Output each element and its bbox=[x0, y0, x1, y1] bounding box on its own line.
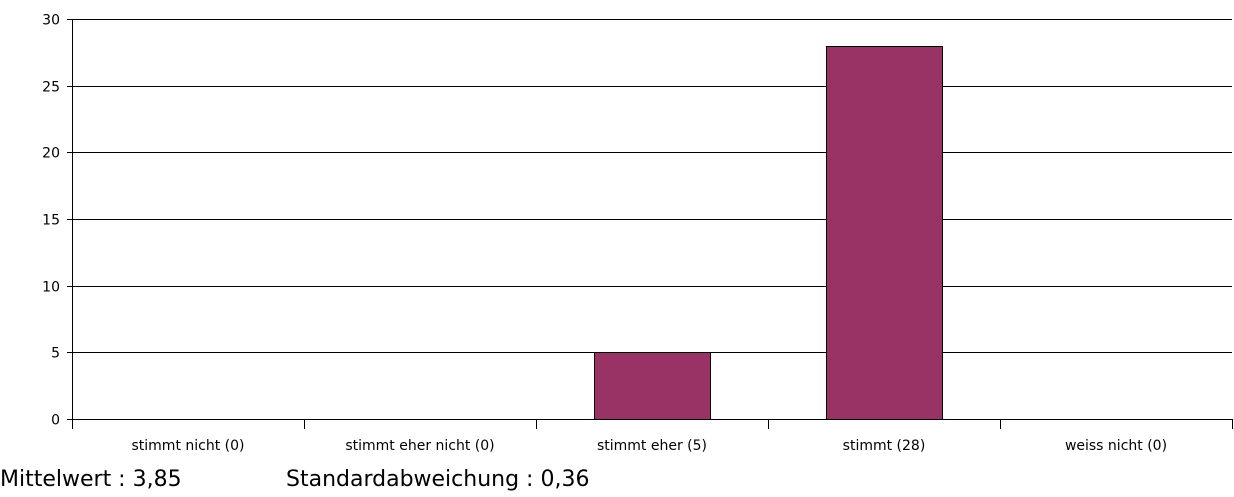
bar bbox=[826, 46, 943, 420]
y-tick-label: 0 bbox=[51, 413, 60, 429]
category-label: weiss nicht (0) bbox=[1065, 438, 1167, 454]
y-tick-label: 15 bbox=[42, 213, 60, 229]
y-tick-label: 30 bbox=[42, 13, 60, 29]
y-tick-label: 5 bbox=[51, 346, 60, 362]
bar-chart: 0 5 10 15 20 25 30 stimmt nicht (0) stimmt eher … bbox=[42, 13, 1233, 455]
bars bbox=[594, 46, 943, 420]
axes bbox=[67, 19, 1233, 429]
category-label: stimmt eher nicht (0) bbox=[345, 438, 494, 454]
category-label: stimmt (28) bbox=[843, 438, 926, 454]
standard-deviation-value: Standardabweichung : 0,36 bbox=[286, 467, 590, 492]
y-tick-label: 20 bbox=[42, 146, 60, 162]
grid-lines bbox=[72, 19, 1232, 353]
category-label: stimmt nicht (0) bbox=[132, 438, 245, 454]
mean-value: Mittelwert : 3,85 bbox=[0, 467, 182, 492]
bar bbox=[594, 352, 711, 420]
y-tick-label: 25 bbox=[42, 80, 60, 96]
category-label: stimmt eher (5) bbox=[597, 438, 707, 454]
y-tick-label: 10 bbox=[42, 280, 60, 296]
labels: 0 5 10 15 20 25 30 stimmt nicht (0) stimmt eher … bbox=[42, 13, 1167, 455]
